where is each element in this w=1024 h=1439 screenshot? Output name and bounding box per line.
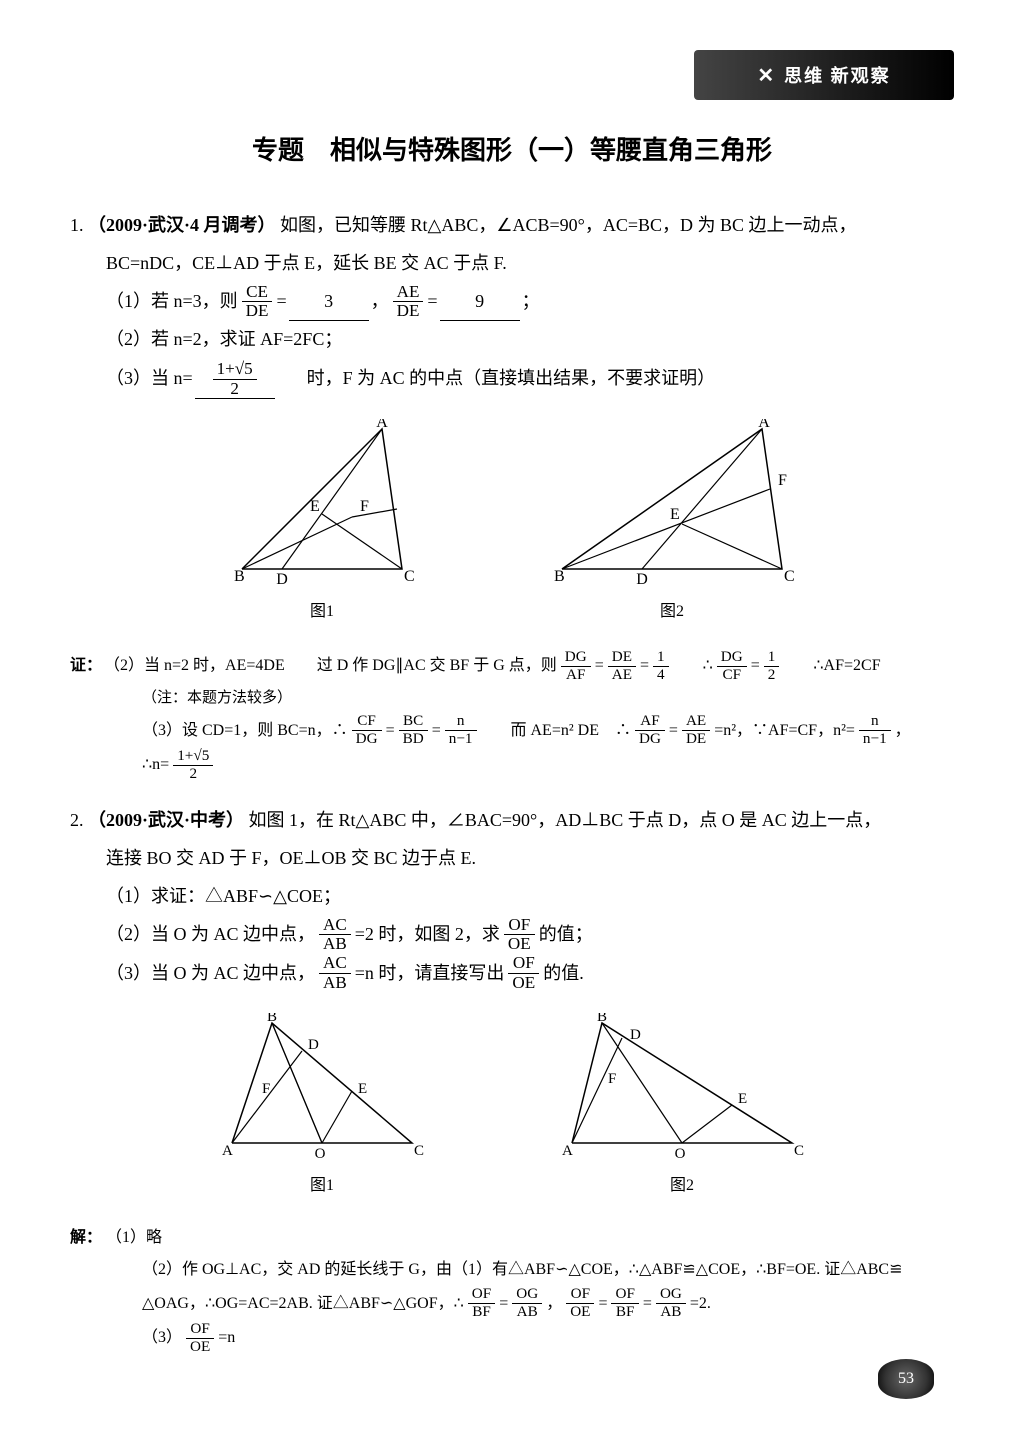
- svg-text:O: O: [315, 1146, 326, 1162]
- svg-text:A: A: [562, 1143, 573, 1159]
- frac-ce-de: CE DE: [242, 283, 273, 322]
- svg-text:C: C: [404, 568, 415, 585]
- p2-fig2-caption: 图2: [552, 1169, 812, 1203]
- p1-figure-1: A B C D E F 图1: [222, 419, 422, 629]
- svg-text:F: F: [608, 1071, 616, 1087]
- svg-text:A: A: [222, 1143, 233, 1159]
- svg-text:C: C: [784, 568, 795, 585]
- p2-part1: （1）求证：△ABF∽△COE；: [70, 878, 954, 916]
- p1-proof-3b: ∴n= 1+√52: [70, 748, 954, 782]
- p1-proof-3a: （3）设 CD=1，则 BC=n，∴ CFDG = BCBD = nn−1 而 …: [70, 713, 954, 747]
- svg-text:B: B: [554, 568, 565, 585]
- svg-text:C: C: [414, 1143, 424, 1159]
- svg-text:D: D: [308, 1037, 319, 1053]
- svg-text:B: B: [234, 568, 245, 585]
- p2-figure-2: B A C O D F E 图2: [552, 1013, 812, 1203]
- p1-fig2-caption: 图2: [542, 595, 802, 629]
- problem-2: 2. （2009·武汉·中考） 如图 1，在 Rt△ABC 中，∠BAC=90°…: [70, 802, 954, 1355]
- p1-fig2-svg: A B C D E F: [542, 419, 802, 589]
- blank-3: 1+√5 2: [195, 359, 275, 399]
- p1-stem-a: 如图，已知等腰 Rt△ABC，∠ACB=90°，AC=BC，D 为 BC 边上一…: [280, 215, 857, 235]
- p2-figures: B A C O D F E 图1 B A C O D F E: [70, 1013, 954, 1203]
- logo-text: 思维 新观察: [784, 62, 891, 88]
- p1-part3-suffix: 时，F 为 AC 的中点（直接填出结果，不要求证明）: [307, 360, 716, 398]
- p1-stem-b: BC=nDC，CE⊥AD 于点 E，延长 BE 交 AC 于点 F.: [70, 245, 954, 283]
- blank-1: 3: [289, 283, 369, 322]
- p1-stem: 1. （2009·武汉·4 月调考） 如图，已知等腰 Rt△ABC，∠ACB=9…: [70, 207, 954, 245]
- p2-source: （2009·武汉·中考）: [88, 810, 244, 830]
- svg-text:F: F: [262, 1081, 270, 1097]
- p2-stem: 2. （2009·武汉·中考） 如图 1，在 Rt△ABC 中，∠BAC=90°…: [70, 802, 954, 840]
- svg-text:D: D: [276, 571, 288, 588]
- proof-label: 证：: [70, 650, 102, 682]
- p1-source: （2009·武汉·4 月调考）: [88, 215, 276, 235]
- p1-fig1-svg: A B C D E F: [222, 419, 422, 589]
- p2-sol-2a: （2）作 OG⊥AC，交 AD 的延长线于 G，由（1）有△ABF∽△COE，∴…: [70, 1254, 954, 1286]
- p1-proof-note: （注：本题方法较多）: [70, 683, 954, 713]
- p2-figure-1: B A C O D F E 图1: [212, 1013, 432, 1203]
- p2-part3: （3）当 O 为 AC 边中点， ACAB =n 时，请直接写出 OFOE 的值…: [70, 954, 954, 993]
- p1-part3: （3）当 n= 1+√5 2 时，F 为 AC 的中点（直接填出结果，不要求证明…: [70, 359, 954, 399]
- page-title: 专题 相似与特殊图形（一）等腰直角三角形: [70, 130, 954, 167]
- p2-sol-1: 解： （1）略: [70, 1222, 954, 1254]
- p2-stem-a: 如图 1，在 Rt△ABC 中，∠BAC=90°，AD⊥BC 于点 D，点 O …: [249, 810, 882, 830]
- p2-part2: （2）当 O 为 AC 边中点， ACAB =2 时，如图 2，求 OFOE 的…: [70, 916, 954, 955]
- svg-text:F: F: [360, 498, 369, 515]
- svg-text:B: B: [597, 1013, 607, 1025]
- svg-text:O: O: [675, 1146, 686, 1162]
- p1-part2: （2）若 n=2，求证 AF=2FC；: [70, 321, 954, 359]
- header-logo: 思维 新观察: [694, 50, 954, 100]
- svg-text:D: D: [636, 571, 648, 588]
- p2-sol-2b: △OAG，∴OG=AC=2AB. 证△ABF∽△GOF，∴ OFBF = OGA…: [70, 1286, 954, 1320]
- p2-fig1-svg: B A C O D F E: [212, 1013, 432, 1163]
- p1-figure-2: A B C D E F 图2: [542, 419, 802, 629]
- svg-text:A: A: [376, 419, 388, 431]
- svg-text:A: A: [758, 419, 770, 431]
- svg-text:E: E: [738, 1091, 747, 1107]
- p2-number: 2.: [70, 810, 84, 830]
- p1-proof: 证： （2）当 n=2 时，AE=4DE 过 D 作 DG∥AC 交 BF 于 …: [70, 649, 954, 782]
- p1-fig1-caption: 图1: [222, 595, 422, 629]
- svg-text:E: E: [310, 498, 320, 515]
- frac-ae-de: AE DE: [393, 283, 424, 322]
- blank-2: 9: [440, 283, 520, 322]
- p2-fig1-caption: 图1: [212, 1169, 432, 1203]
- p1-part1: （1）若 n=3，则 CE DE = 3 ， AE DE = 9 ；: [70, 283, 954, 322]
- p1-part3-prefix: （3）当 n=: [106, 360, 193, 398]
- p1-proof-2: 证： （2）当 n=2 时，AE=4DE 过 D 作 DG∥AC 交 BF 于 …: [70, 649, 954, 683]
- p2-stem-b: 连接 BO 交 AD 于 F，OE⊥OB 交 BC 边于点 E.: [70, 840, 954, 878]
- p2-fig2-svg: B A C O D F E: [552, 1013, 812, 1163]
- page-number: 53: [878, 1359, 934, 1399]
- p2-solution: 解： （1）略 （2）作 OG⊥AC，交 AD 的延长线于 G，由（1）有△AB…: [70, 1222, 954, 1355]
- p2-sol-3: （3） OFOE =n: [70, 1321, 954, 1355]
- svg-text:D: D: [630, 1027, 641, 1043]
- p1-part1-prefix: （1）若 n=3，则: [106, 283, 238, 321]
- p1-number: 1.: [70, 215, 84, 235]
- svg-text:C: C: [794, 1143, 804, 1159]
- problem-1: 1. （2009·武汉·4 月调考） 如图，已知等腰 Rt△ABC，∠ACB=9…: [70, 207, 954, 782]
- svg-text:B: B: [267, 1013, 277, 1025]
- svg-text:E: E: [670, 506, 680, 523]
- svg-text:F: F: [778, 472, 787, 489]
- p1-figures: A B C D E F 图1 A B C D E F 图2: [70, 419, 954, 629]
- svg-text:E: E: [358, 1081, 367, 1097]
